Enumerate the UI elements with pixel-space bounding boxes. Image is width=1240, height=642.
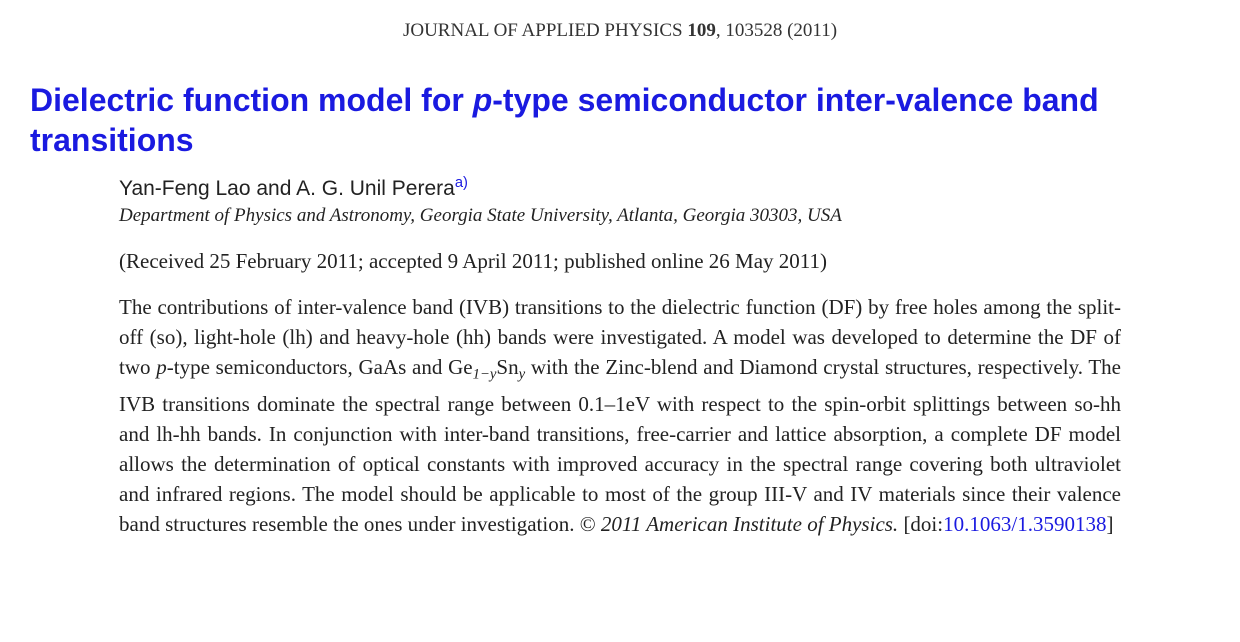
doi-link[interactable]: 10.1063/1.3590138 <box>943 512 1107 537</box>
text-run: JOURNAL OF APPLIED PHYSICS <box>402 20 688 41</box>
text-run: ] <box>1106 512 1114 537</box>
text-run: -type semiconductors, GaAs and Ge <box>166 355 473 379</box>
text-run: p <box>472 82 493 118</box>
text-run: Department of Physics and Astronomy, Geo… <box>119 205 842 226</box>
text-run: a) <box>454 175 468 191</box>
dates: (Received 25 February 2011; accepted 9 A… <box>119 249 827 274</box>
text-run: Sn <box>496 355 519 379</box>
text-run: [doi: <box>898 512 944 537</box>
abstract: The contributions of inter-valence band … <box>119 292 1121 539</box>
text-run: y <box>518 366 526 383</box>
text-run: Yan-Feng Lao and A. G. Unil Perera <box>119 177 455 201</box>
article-title: Dielectric function model for p-type sem… <box>30 80 1225 160</box>
text-run: Dielectric function model for <box>30 82 473 118</box>
text-run: , 103528 (2011) <box>715 20 838 41</box>
text-run: 1−y <box>472 366 497 383</box>
authors: Yan-Feng Lao and A. G. Unil Pereraa) <box>119 175 468 201</box>
journal-header: JOURNAL OF APPLIED PHYSICS 109, 103528 (… <box>0 20 1240 42</box>
text-run: 109 <box>687 20 716 41</box>
text-run: (Received 25 February 2011; accepted 9 A… <box>119 249 828 273</box>
affiliation: Department of Physics and Astronomy, Geo… <box>119 205 842 227</box>
text-run: with the Zinc-blend and Diamond crystal … <box>119 355 1121 537</box>
text-run: p <box>156 355 167 379</box>
text-run: The contributions of inter-valence band … <box>119 295 1121 379</box>
text-run: -type semiconductor inter-valence band t… <box>30 82 1099 158</box>
text-run: 2011 American Institute of Physics. <box>600 512 899 537</box>
